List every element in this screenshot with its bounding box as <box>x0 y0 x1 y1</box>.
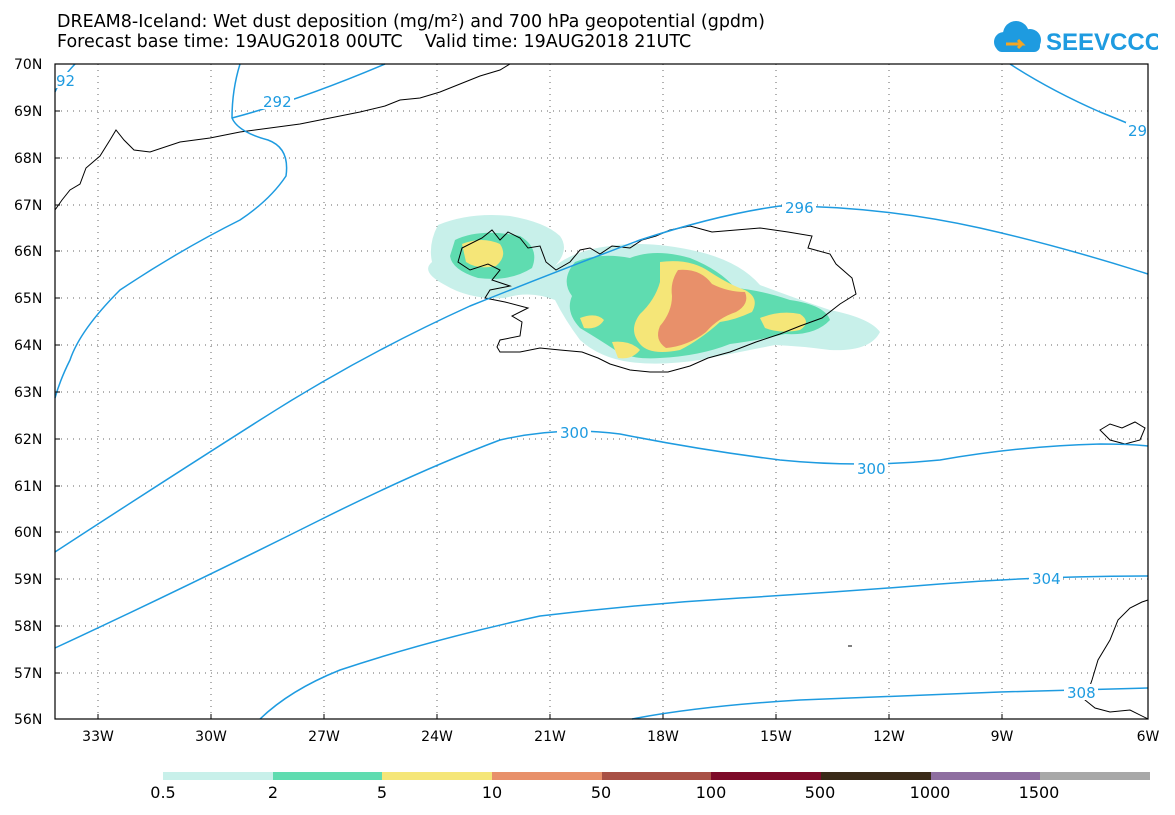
lat-label: 70N <box>14 57 42 73</box>
lon-label: 6W <box>1137 729 1160 745</box>
logo-text: SEEVCCC <box>1046 29 1158 56</box>
contour-300 <box>54 430 1149 649</box>
longitude-labels: 33W 30W 27W 24W 21W 18W 15W 12W 9W 6W <box>82 729 1159 745</box>
lon-label: 9W <box>991 729 1014 745</box>
lat-label: 60N <box>14 525 42 541</box>
axis-ticks <box>55 63 1149 720</box>
iceland-coast <box>457 225 857 373</box>
map-subtitle: Forecast base time: 19AUG2018 00UTC Vali… <box>57 32 692 52</box>
latitude-labels: 70N 69N 68N 67N 66N 65N 64N 63N 62N 61N … <box>14 57 42 728</box>
lat-label: 67N <box>14 198 42 214</box>
contour-292-top <box>231 63 386 119</box>
contour-304 <box>259 575 1149 720</box>
colorbar-label: 500 <box>804 783 836 802</box>
lon-label: 12W <box>873 729 905 745</box>
contour-label: 92 <box>56 72 75 90</box>
lat-label: 68N <box>14 151 42 167</box>
cloud-icon <box>994 21 1041 52</box>
lat-label: 57N <box>14 666 42 682</box>
lat-label: 62N <box>14 432 42 448</box>
dust-deposition-field <box>428 215 880 364</box>
contour-label: 304 <box>1032 570 1061 588</box>
colorbar-label: 1500 <box>1018 783 1060 802</box>
contour-label: 300 <box>857 460 886 478</box>
lon-label: 21W <box>534 729 566 745</box>
geopotential-contours <box>54 63 1149 720</box>
lat-label: 69N <box>14 104 42 120</box>
faroe-coast <box>1099 421 1146 445</box>
lon-label: 24W <box>421 729 453 745</box>
lon-label: 30W <box>195 729 227 745</box>
contour-label: 300 <box>560 424 589 442</box>
contour-296 <box>54 205 1149 553</box>
colorbar-swatch <box>492 772 602 780</box>
lon-label: 15W <box>760 729 792 745</box>
colorbar-swatch <box>601 772 712 780</box>
colorbar-label: 100 <box>695 783 727 802</box>
lon-label: 33W <box>82 729 114 745</box>
colorbar-swatch <box>1040 772 1151 780</box>
colorbar-label: 0.5 <box>150 783 176 802</box>
colorbar-swatch <box>382 772 493 780</box>
seevccc-logo: SEEVCCC <box>994 21 1158 56</box>
greenland-coast <box>54 63 511 211</box>
contour-labels: 92 292 29 296 300 300 304 308 <box>55 72 1148 702</box>
contour-label: 308 <box>1067 684 1096 702</box>
colorbar-label: 2 <box>267 783 279 802</box>
map-title: DREAM8-Iceland: Wet dust deposition (mg/… <box>57 12 765 32</box>
colorbar-label: 10 <box>481 783 503 802</box>
colorbar-swatch <box>272 772 383 780</box>
colorbar-label: 1000 <box>909 783 951 802</box>
colorbar-swatch <box>930 772 1041 780</box>
graticule <box>55 64 1148 719</box>
colorbar-label: 50 <box>590 783 612 802</box>
lat-label: 56N <box>14 712 42 728</box>
colorbar-label: 5 <box>376 783 388 802</box>
lat-label: 66N <box>14 244 42 260</box>
colorbar-swatch <box>821 772 931 780</box>
contour-label: 296 <box>785 199 814 217</box>
lon-label: 27W <box>308 729 340 745</box>
coastlines <box>54 63 1149 720</box>
lat-label: 61N <box>14 479 42 495</box>
scotland-coast <box>1084 599 1149 720</box>
contour-label: 29 <box>1128 122 1147 140</box>
colorbar-swatch <box>163 772 273 780</box>
colorbar <box>163 772 1151 780</box>
lat-label: 65N <box>14 291 42 307</box>
lat-label: 59N <box>14 572 42 588</box>
contour-label: 292 <box>263 93 292 111</box>
lat-label: 63N <box>14 385 42 401</box>
lat-label: 64N <box>14 338 42 354</box>
contour-292 <box>54 63 288 399</box>
colorbar-swatch <box>711 772 822 780</box>
lat-label: 58N <box>14 619 42 635</box>
lon-label: 18W <box>647 729 679 745</box>
